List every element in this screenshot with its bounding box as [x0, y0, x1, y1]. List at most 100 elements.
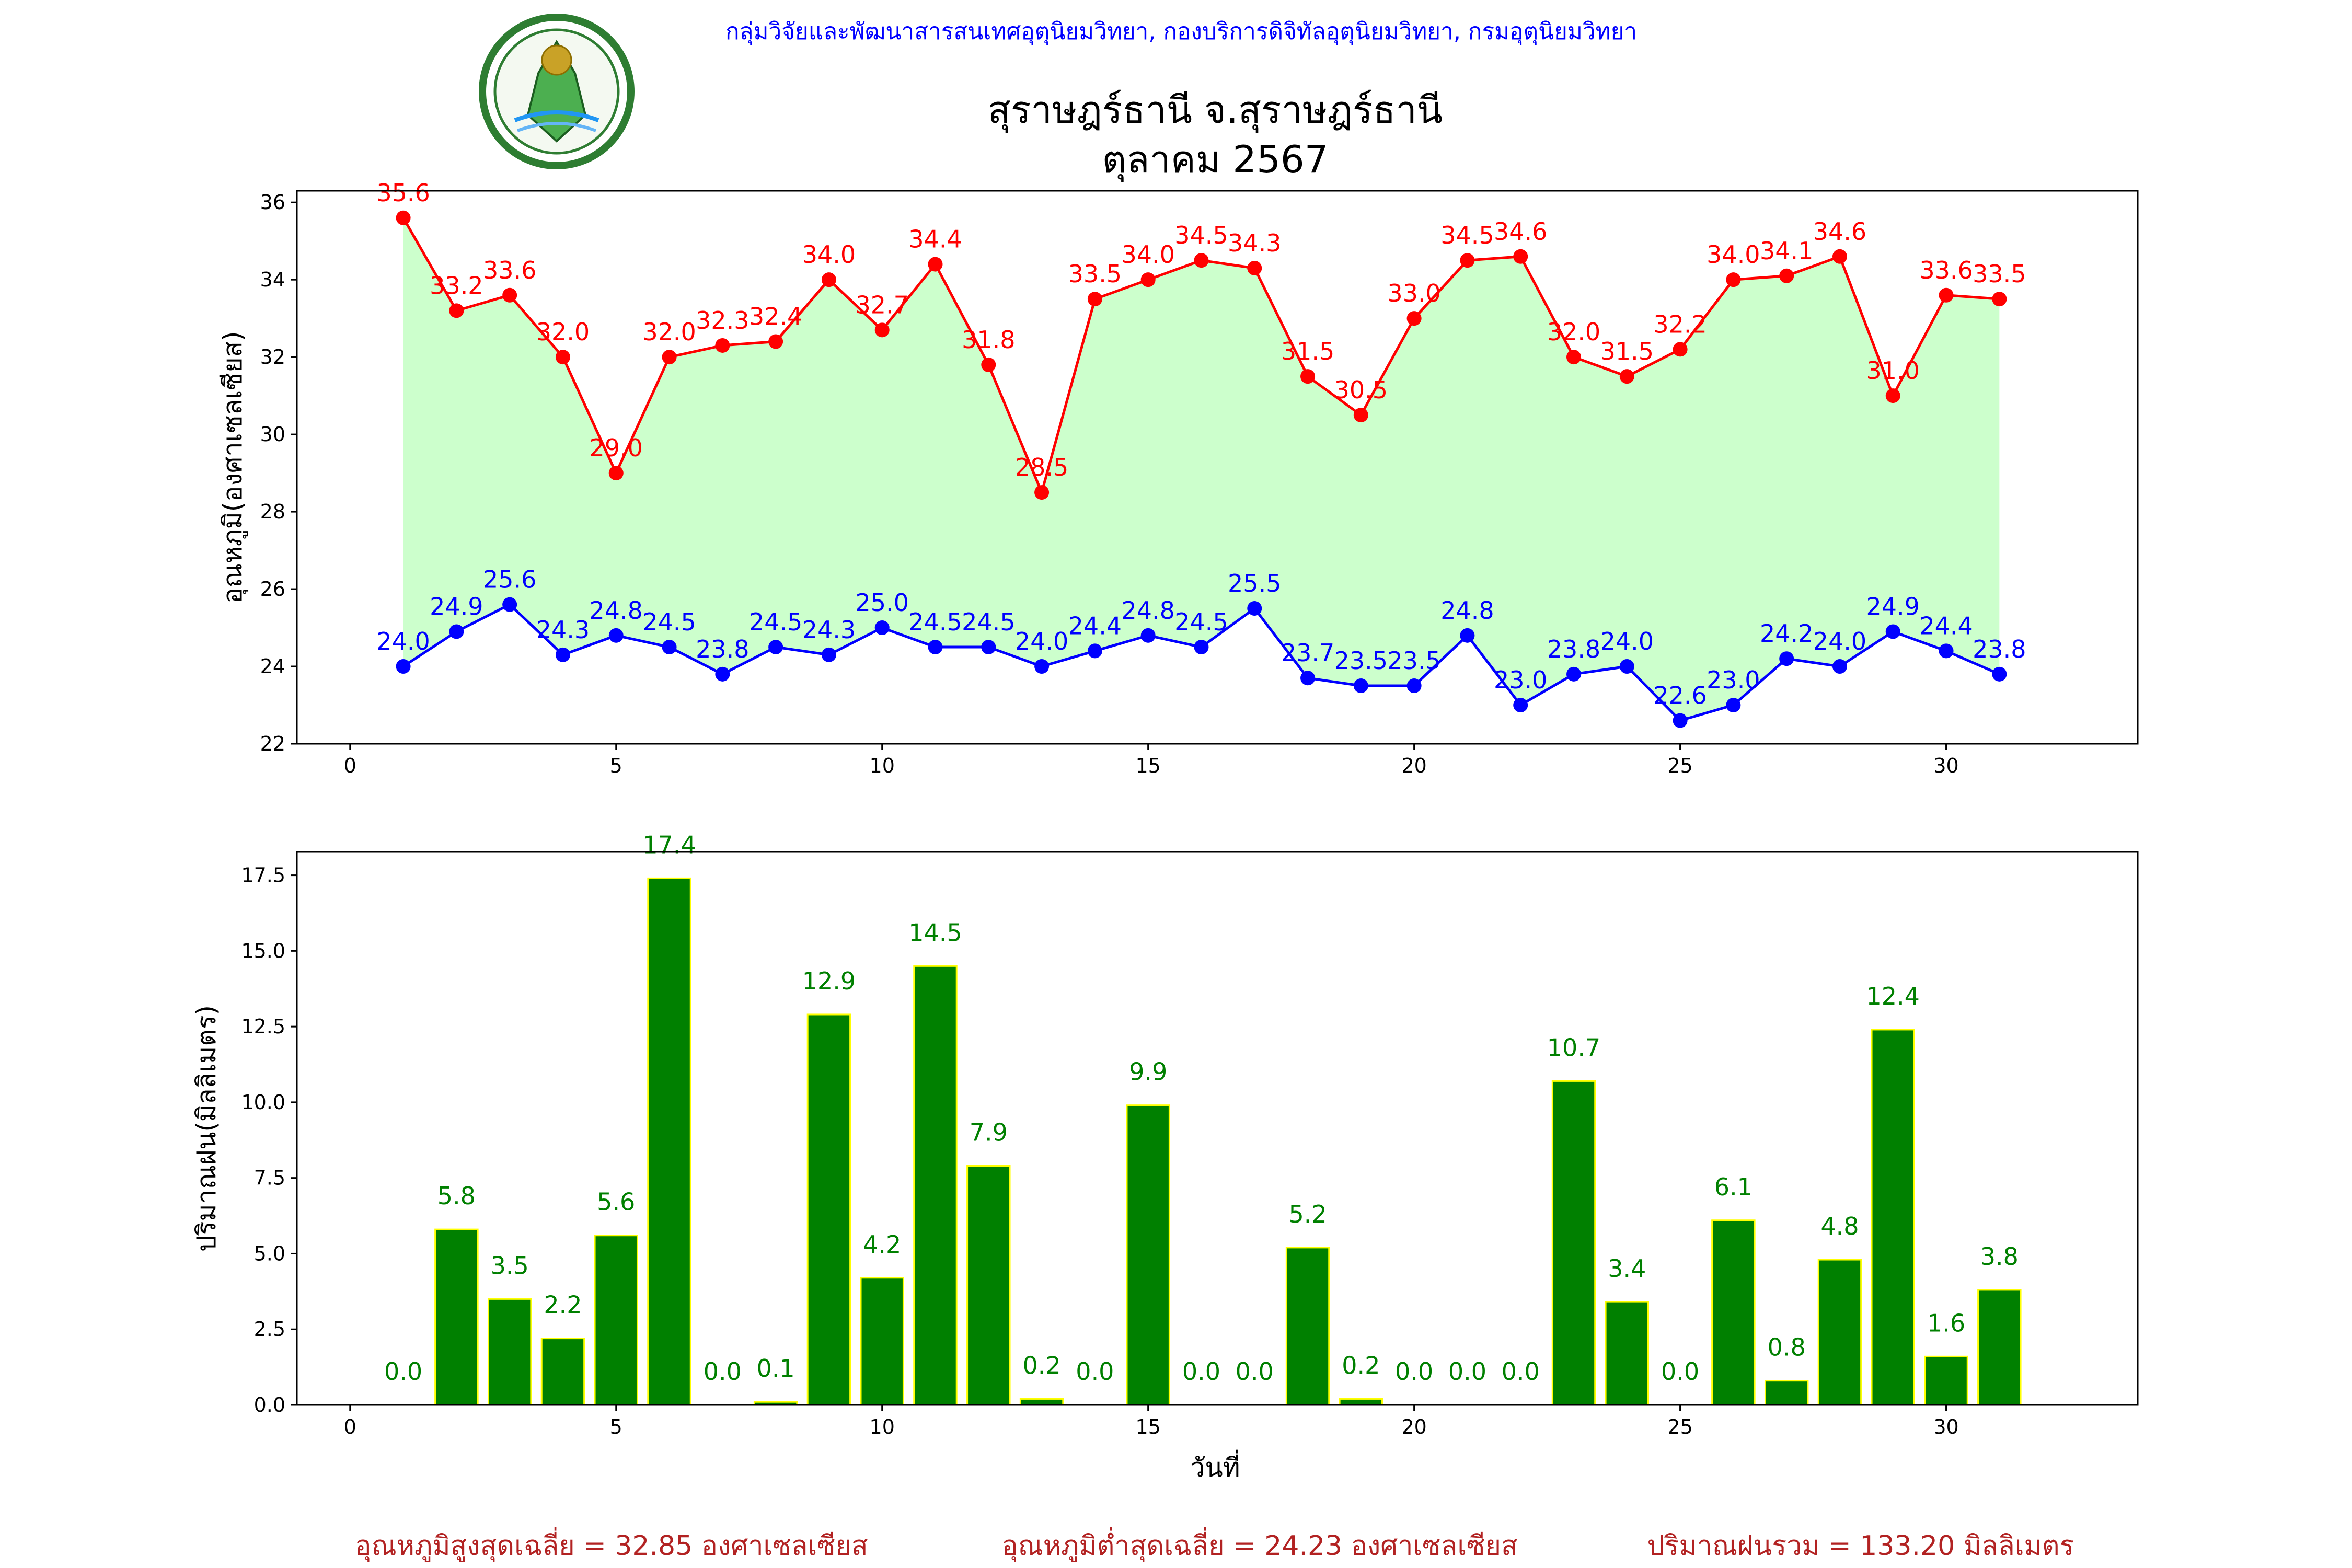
rainfall-bar: [1764, 1380, 1809, 1406]
min-temperature-label: 24.3: [802, 616, 856, 644]
max-temperature-label: 31.0: [1866, 356, 1920, 385]
rainfall-label: 4.2: [863, 1230, 901, 1259]
rainfall-bar: [913, 965, 958, 1406]
footer-total-rain: ปริมาณฝนรวม = 133.20 มิลลิเมตร: [1647, 1530, 2074, 1562]
min-temperature-label: 24.8: [1121, 596, 1174, 625]
min-temperature-point: [396, 659, 411, 674]
rainfall-label: 0.1: [757, 1354, 795, 1382]
rainfall-bars: [434, 877, 2022, 1406]
temperature-data-labels: 35.633.233.632.029.032.0 32.3 32.434.032.7…: [376, 179, 2026, 710]
rainfall-label: 5.6: [597, 1188, 635, 1216]
rainfall-chart: 0.0 5.8 3.5 2.2 5.6 17.4 0.0 0.1 12.9 4.2 14.5 7.9 0…: [191, 831, 2139, 1483]
rainfall-label: 0.0: [1182, 1357, 1220, 1386]
temperature-range-fill: [403, 217, 2000, 721]
rainfall-label: 0.0: [1448, 1357, 1486, 1386]
max-temperature-label: 34.0: [802, 240, 856, 269]
x-tick-label: 0: [344, 754, 356, 777]
min-temperature-label: 24.8: [1440, 596, 1494, 625]
rainfall-y-ticks: 0.0 2.5 5.0 7.5 10.0 12.5 15.0 17.5: [241, 864, 297, 1416]
rainfall-bar: [594, 1235, 638, 1406]
y-tick-label: 2.5: [254, 1318, 285, 1341]
rainfall-label: 3.8: [1980, 1242, 2019, 1271]
min-temperature-point: [1939, 643, 1954, 659]
min-temperature-label: 24.5: [1174, 608, 1228, 636]
min-temperature-label: 22.6: [1653, 682, 1707, 710]
max-temperature-label: 33.6: [483, 256, 536, 284]
rainfall-label: 5.2: [1288, 1200, 1327, 1228]
max-temperature-point: [1140, 272, 1156, 287]
rainfall-label: 17.4: [642, 831, 696, 859]
max-temperature-label: 33.2: [430, 271, 483, 299]
rainfall-label: 0.0: [1661, 1357, 1699, 1386]
min-temperature-label: 24.8: [590, 596, 643, 625]
x-tick-label: 20: [1401, 1415, 1426, 1438]
min-temperature-label: 24.9: [1866, 592, 1920, 620]
rainfall-bar: [966, 1165, 1011, 1406]
min-temperature-point: [1194, 640, 1209, 655]
rainfall-bar: [1605, 1301, 1650, 1406]
min-temperature-point: [1513, 698, 1528, 713]
rainfall-bar: [540, 1338, 585, 1406]
y-tick-label: 24: [260, 655, 285, 678]
min-temperature-label: 24.5: [962, 608, 1015, 636]
min-temperature-point: [1460, 628, 1475, 643]
min-temperature-point: [928, 640, 943, 655]
max-temperature-point: [662, 350, 677, 365]
y-tick-label: 30: [260, 423, 285, 446]
rainfall-label: 3.4: [1608, 1254, 1646, 1283]
max-temperature-point: [1460, 253, 1475, 268]
min-temperature-point: [715, 666, 730, 682]
max-temperature-label: 32.0: [536, 318, 590, 346]
x-tick-label: 30: [1933, 754, 1958, 777]
min-temperature-label: 24.0: [1813, 627, 1866, 655]
max-temperature-label: 34.4: [908, 225, 962, 253]
min-temperature-label: 25.6: [483, 566, 536, 594]
max-temperature-point: [1832, 249, 1847, 264]
rainfall-bar: [1817, 1259, 1862, 1406]
max-temperature-point: [874, 322, 890, 338]
rainfall-bar: [1871, 1029, 1915, 1406]
min-temperature-point: [1034, 659, 1050, 674]
min-temperature-label: 23.5: [1387, 647, 1440, 675]
min-temperature-label: 24.0: [1600, 627, 1654, 655]
min-temperature-point: [1300, 671, 1316, 686]
max-temperature-label: 30.5: [1334, 376, 1388, 404]
max-temperature-point: [1247, 260, 1262, 275]
min-temperature-point: [608, 628, 624, 643]
min-temperature-label: 24.5: [642, 608, 696, 636]
y-tick-label: 28: [260, 500, 285, 523]
rainfall-label: 7.9: [970, 1119, 1008, 1147]
min-temperature-label: 24.9: [430, 592, 483, 620]
min-temperature-label: 23.8: [1547, 635, 1600, 663]
org-line: กลุ่มวิจัยและพัฒนาสารสนเทศอุตุนิยมวิทยา,…: [725, 18, 1637, 45]
min-temperature-point: [1779, 651, 1794, 666]
rainfall-label: 6.1: [1714, 1173, 1753, 1201]
y-tick-label: 5.0: [254, 1242, 285, 1265]
min-temperature-label: 24.3: [536, 616, 590, 644]
y-tick-label: 32: [260, 345, 285, 368]
x-tick-label: 10: [870, 754, 895, 777]
max-temperature-point: [1885, 388, 1900, 403]
min-temperature-point: [821, 647, 836, 662]
min-temperature-point: [981, 640, 996, 655]
max-temperature-label: 32.4: [749, 303, 802, 331]
rainfall-label: 0.0: [1395, 1357, 1433, 1386]
min-temperature-point: [1673, 713, 1688, 728]
max-temperature-label: 31.5: [1600, 337, 1654, 365]
y-tick-label: 12.5: [241, 1015, 285, 1038]
y-tick-label: 34: [260, 268, 285, 291]
max-temperature-label: 34.5: [1174, 221, 1228, 249]
min-temperature-label: 24.4: [1919, 612, 1973, 640]
rainfall-label: 0.2: [1342, 1351, 1380, 1379]
y-tick-label: 0.0: [254, 1393, 285, 1416]
max-temperature-point: [715, 338, 730, 353]
max-temperature-label: 31.5: [1281, 337, 1334, 365]
y-tick-label: 10.0: [241, 1091, 285, 1114]
rainfall-label: 14.5: [908, 918, 962, 947]
max-temperature-label: 34.6: [1813, 217, 1866, 246]
max-temperature-point: [1726, 272, 1741, 287]
min-temperature-label: 23.5: [1334, 647, 1388, 675]
max-temperature-point: [396, 210, 411, 225]
max-temperature-label: 28.5: [1015, 453, 1068, 481]
